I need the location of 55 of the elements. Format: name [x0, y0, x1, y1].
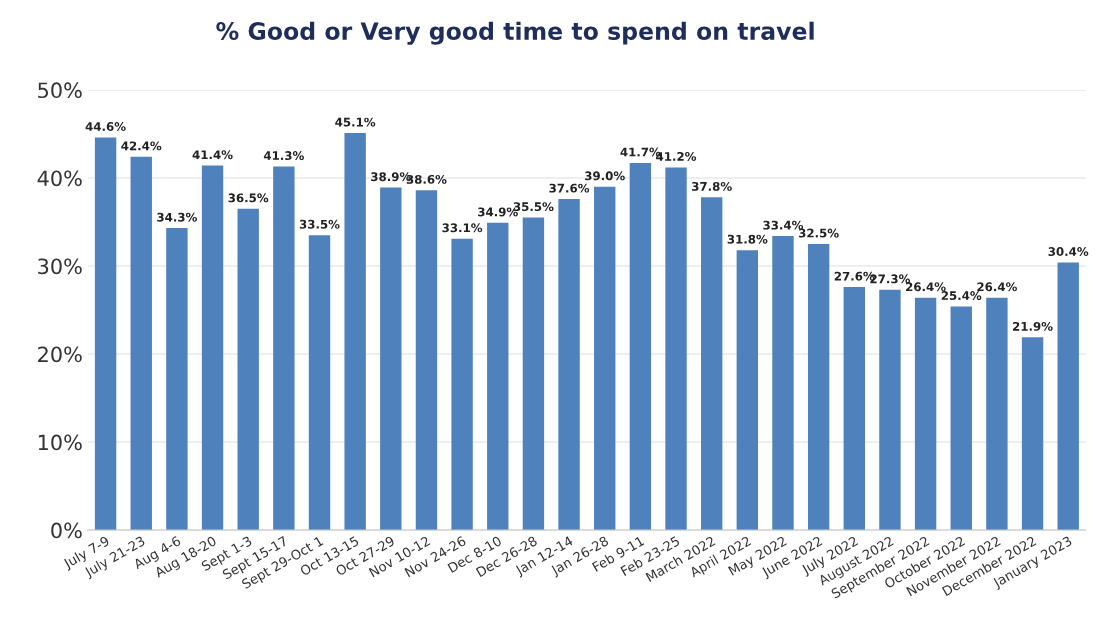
data-label: 45.1% [335, 117, 376, 127]
y-tick-label: 30% [38, 258, 82, 275]
bar [308, 235, 331, 531]
bar [415, 190, 438, 531]
data-label: 37.8% [691, 181, 732, 191]
bar [201, 165, 224, 531]
bar [237, 208, 259, 531]
data-label: 21.9% [1013, 321, 1053, 331]
data-label: 31.8% [727, 234, 768, 244]
data-label: 42.4% [121, 141, 162, 151]
data-label: 39.0% [585, 171, 625, 181]
data-label: 30.4% [1048, 247, 1089, 256]
bar [273, 166, 295, 531]
data-label: 37.6% [549, 183, 590, 193]
y-tick-label: 40% [37, 170, 82, 187]
bar [1021, 337, 1044, 531]
bar [130, 156, 152, 531]
data-label: 26.4% [977, 282, 1017, 292]
data-label: 41.4% [192, 150, 233, 160]
bar [986, 297, 1008, 531]
bar [700, 197, 723, 531]
bar [344, 133, 366, 531]
bar [843, 287, 865, 531]
bar [665, 167, 687, 531]
data-label: 33.5% [299, 219, 340, 229]
data-label: 33.1% [442, 223, 483, 233]
data-label: 36.5% [228, 193, 269, 203]
bar [1057, 262, 1079, 531]
data-label: 26.4% [906, 282, 946, 292]
bar [487, 222, 509, 531]
bar [451, 238, 473, 531]
bar [166, 228, 188, 531]
y-tick-label: 0% [51, 522, 82, 539]
y-tick-label: 20% [38, 346, 82, 363]
data-label: 25.4% [941, 291, 982, 301]
bar [736, 250, 759, 531]
bar [772, 236, 794, 531]
bar [629, 162, 652, 531]
data-label: 41.3% [263, 151, 304, 161]
bar [594, 186, 616, 531]
data-label: 34.3% [157, 212, 197, 222]
bar [879, 289, 901, 531]
bar [914, 297, 937, 531]
bar [94, 137, 117, 531]
bar [558, 199, 580, 531]
data-label: 33.4% [763, 220, 804, 230]
data-label: 44.6% [85, 122, 126, 131]
y-tick-label: 10% [38, 434, 82, 451]
bar [807, 243, 830, 531]
bar [522, 217, 545, 531]
bar [950, 306, 972, 531]
chart-title: % Good or Very good time to spend on travel [216, 21, 814, 45]
y-tick-label: 50% [38, 82, 82, 99]
data-label: 32.5% [798, 228, 839, 238]
bar [380, 187, 402, 531]
